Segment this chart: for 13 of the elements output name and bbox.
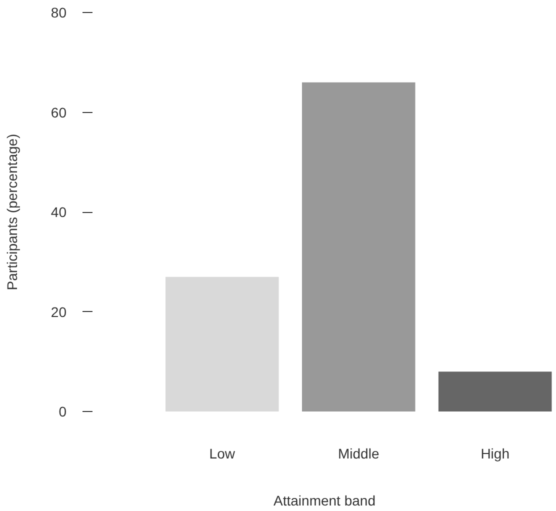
- x-axis-title: Attainment band: [274, 492, 376, 508]
- x-tick-label: Low: [209, 446, 236, 462]
- y-tick-label: 0: [58, 404, 67, 420]
- x-tick-label: High: [480, 446, 510, 462]
- bar: [166, 276, 279, 412]
- x-tick-label: Middle: [338, 446, 380, 462]
- y-axis-title: Participants (percentage): [4, 134, 20, 290]
- bar: [302, 82, 416, 412]
- y-tick-label: 80: [50, 4, 67, 20]
- y-tick-label: 40: [50, 204, 67, 220]
- y-tick-label: 60: [50, 104, 67, 120]
- y-tick-label: 20: [50, 304, 67, 320]
- bar: [438, 372, 552, 412]
